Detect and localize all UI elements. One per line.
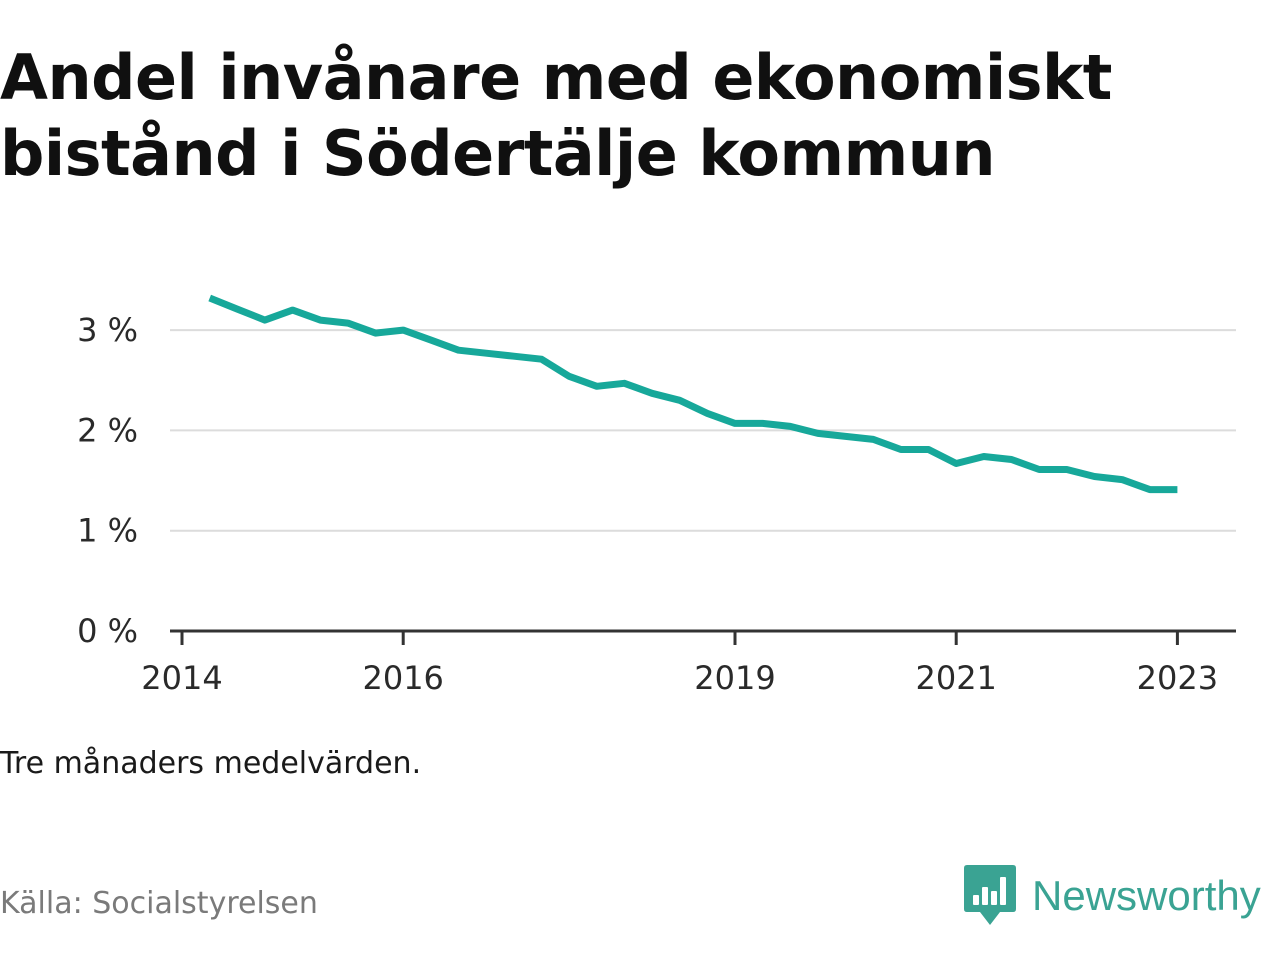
x-axis: 2014 2016 2019 2021 2023 (141, 629, 1236, 697)
series-line (208, 294, 1178, 494)
x-tick-label: 2021 (915, 659, 996, 697)
chart-title: Andel invånare med ekonomiskt bistånd i … (0, 41, 1112, 190)
newsworthy-logo-icon (964, 865, 1016, 925)
y-tick-label: 2 % (77, 411, 138, 449)
brand-name: Newsworthy (1032, 872, 1261, 919)
chart-note: Tre månaders medelvärden. (0, 746, 422, 781)
brand-logo[interactable]: Newsworthy (964, 864, 1261, 928)
data-series (208, 294, 1178, 494)
source-label: Källa: Socialstyrelsen (0, 886, 318, 921)
y-tick-label: 3 % (77, 311, 138, 349)
x-tick-label: 2014 (141, 659, 222, 697)
x-tick-label: 2023 (1137, 659, 1218, 697)
x-tick-label: 2016 (362, 659, 443, 697)
gridlines (170, 329, 1236, 532)
y-axis-labels: 0 % 1 % 2 % 3 % (77, 311, 138, 650)
y-tick-label: 0 % (77, 612, 138, 650)
x-tick-label: 2019 (694, 659, 775, 697)
y-tick-label: 1 % (77, 512, 138, 550)
